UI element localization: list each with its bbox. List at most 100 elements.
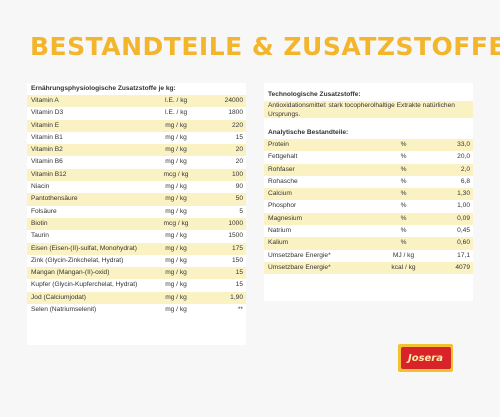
- row-name: Vitamin B12: [27, 168, 150, 182]
- row-value: 5: [202, 205, 246, 218]
- row-name: Vitamin A: [27, 95, 150, 108]
- row-value: 15: [202, 267, 246, 280]
- row-name: Pantothensäure: [27, 193, 150, 206]
- row-unit: mg / kg: [150, 156, 202, 169]
- row-value: 100: [202, 168, 246, 182]
- row-name: Phosphor: [264, 200, 376, 213]
- row-unit: mg / kg: [150, 181, 202, 194]
- analysis-panel: Technologische Zusatzstoffe: Antioxidati…: [264, 83, 473, 301]
- row-name: Rohasche: [264, 175, 376, 189]
- row-unit: %: [376, 151, 431, 164]
- row-value: 17,1: [431, 249, 473, 262]
- row-unit: mg / kg: [150, 131, 202, 145]
- analytical-constituents-header: Analytische Bestandteile:: [268, 129, 349, 136]
- row-value: 150: [202, 254, 246, 268]
- analytical-constituents-table: Protein% 33,0 Fettgehalt% 20,0 Rohfaser% 2,0 R…: [264, 139, 473, 275]
- row-name: Vitamin D3: [27, 107, 150, 120]
- row-unit: I.E. / kg: [150, 107, 202, 120]
- row-name: Vitamin E: [27, 119, 150, 132]
- row-name: Selen (Natriumselenit): [27, 304, 150, 317]
- row-unit: I.E. / kg: [150, 95, 202, 108]
- table-row: Vitamin D3 I.E. / kg 1800: [27, 107, 246, 120]
- row-unit: mg / kg: [150, 279, 202, 292]
- row-name: Jod (Calciumjodat): [27, 291, 150, 305]
- row-name: Vitamin B1: [27, 131, 150, 145]
- table-row: Vitamin B6 mg / kg 20: [27, 156, 246, 169]
- row-value: 20,0: [431, 151, 473, 164]
- row-name: Fettgehalt: [264, 151, 376, 164]
- row-name: Taurin: [27, 230, 150, 243]
- row-unit: %: [376, 212, 431, 226]
- row-name: Kalium: [264, 237, 376, 250]
- row-name: Biotin: [27, 217, 150, 231]
- technological-additives-header: Technologische Zusatzstoffe:: [268, 91, 361, 98]
- table-row: Magnesium% 0,09: [264, 212, 473, 226]
- row-value: 20: [202, 156, 246, 169]
- table-row: Zink (Glycin-Zinkchelat, Hydrat) mg / kg 1…: [27, 254, 246, 268]
- row-unit: %: [376, 188, 431, 201]
- table-row: Vitamin B2 mg / kg 20: [27, 144, 246, 157]
- row-name: Folsäure: [27, 205, 150, 218]
- table-row: Eisen (Eisen-(II)-sulfat, Monohydrat) mg …: [27, 242, 246, 255]
- row-unit: MJ / kg: [376, 249, 431, 262]
- row-unit: mg / kg: [150, 291, 202, 305]
- row-unit: %: [376, 175, 431, 189]
- row-name: Protein: [264, 139, 376, 152]
- table-row: Biotin mcg / kg 1000: [27, 217, 246, 231]
- josera-logo-text: Josera: [400, 347, 451, 369]
- row-unit: kcal / kg: [376, 261, 431, 275]
- table-row: Protein% 33,0: [264, 139, 473, 152]
- page-title: BESTANDTEILE & ZUSATZSTOFFE: [30, 32, 500, 61]
- row-unit: mg / kg: [150, 193, 202, 206]
- row-name: Vitamin B6: [27, 156, 150, 169]
- table-row: Mangan (Mangan-(II)-oxid) mg / kg 15: [27, 267, 246, 280]
- row-value: 0,45: [431, 225, 473, 238]
- row-value: 15: [202, 279, 246, 292]
- table-row: Calcium% 1,30: [264, 188, 473, 201]
- row-name: Calcium: [264, 188, 376, 201]
- row-name: Vitamin B2: [27, 144, 150, 157]
- row-value: 1,00: [431, 200, 473, 213]
- row-name: Umsetzbare Energie*: [264, 261, 376, 275]
- row-unit: mg / kg: [150, 119, 202, 132]
- row-unit: mg / kg: [150, 230, 202, 243]
- nutrition-additives-table: Vitamin A I.E. / kg 24000 Vitamin D3 I.E. / …: [27, 95, 246, 317]
- row-unit: mcg / kg: [150, 168, 202, 182]
- row-value: 4079: [431, 261, 473, 275]
- row-value: 1500: [202, 230, 246, 243]
- row-unit: mcg / kg: [150, 217, 202, 231]
- table-row: Umsetzbare Energie* MJ / kg 17,1: [264, 249, 473, 262]
- table-row: Umsetzbare Energie* kcal / kg 4079: [264, 261, 473, 275]
- table-row: Vitamin B12 mcg / kg 100: [27, 168, 246, 182]
- table-row: Kalium% 0,60: [264, 237, 473, 250]
- row-value: **: [202, 304, 246, 317]
- row-value: 0,60: [431, 237, 473, 250]
- row-value: 1800: [202, 107, 246, 120]
- row-unit: mg / kg: [150, 205, 202, 218]
- table-row: Natrium% 0,45: [264, 225, 473, 238]
- table-row: Fettgehalt% 20,0: [264, 151, 473, 164]
- table-row: Jod (Calciumjodat) mg / kg 1,90: [27, 291, 246, 305]
- row-value: 50: [202, 193, 246, 206]
- row-unit: mg / kg: [150, 242, 202, 255]
- row-value: 2,0: [431, 163, 473, 176]
- row-unit: mg / kg: [150, 267, 202, 280]
- table-row: Taurin mg / kg 1500: [27, 230, 246, 243]
- table-row: Niacin mg / kg 90: [27, 181, 246, 194]
- row-name: Kupfer (Glycin-Kupferchelat, Hydrat): [27, 279, 150, 292]
- row-value: 24000: [202, 95, 246, 108]
- row-name: Eisen (Eisen-(II)-sulfat, Monohydrat): [27, 242, 150, 255]
- table-row: Selen (Natriumselenit) mg / kg **: [27, 304, 246, 317]
- nutrition-additives-header: Ernährungsphysiologische Zusatzstoffe je…: [31, 85, 176, 92]
- josera-logo: Josera: [398, 344, 453, 372]
- row-value: 1000: [202, 217, 246, 231]
- row-unit: %: [376, 139, 431, 152]
- row-name: Natrium: [264, 225, 376, 238]
- row-unit: %: [376, 200, 431, 213]
- row-value: 220: [202, 119, 246, 132]
- table-row: Rohasche% 6,8: [264, 175, 473, 189]
- row-name: Niacin: [27, 181, 150, 194]
- row-unit: mg / kg: [150, 144, 202, 157]
- row-unit: %: [376, 225, 431, 238]
